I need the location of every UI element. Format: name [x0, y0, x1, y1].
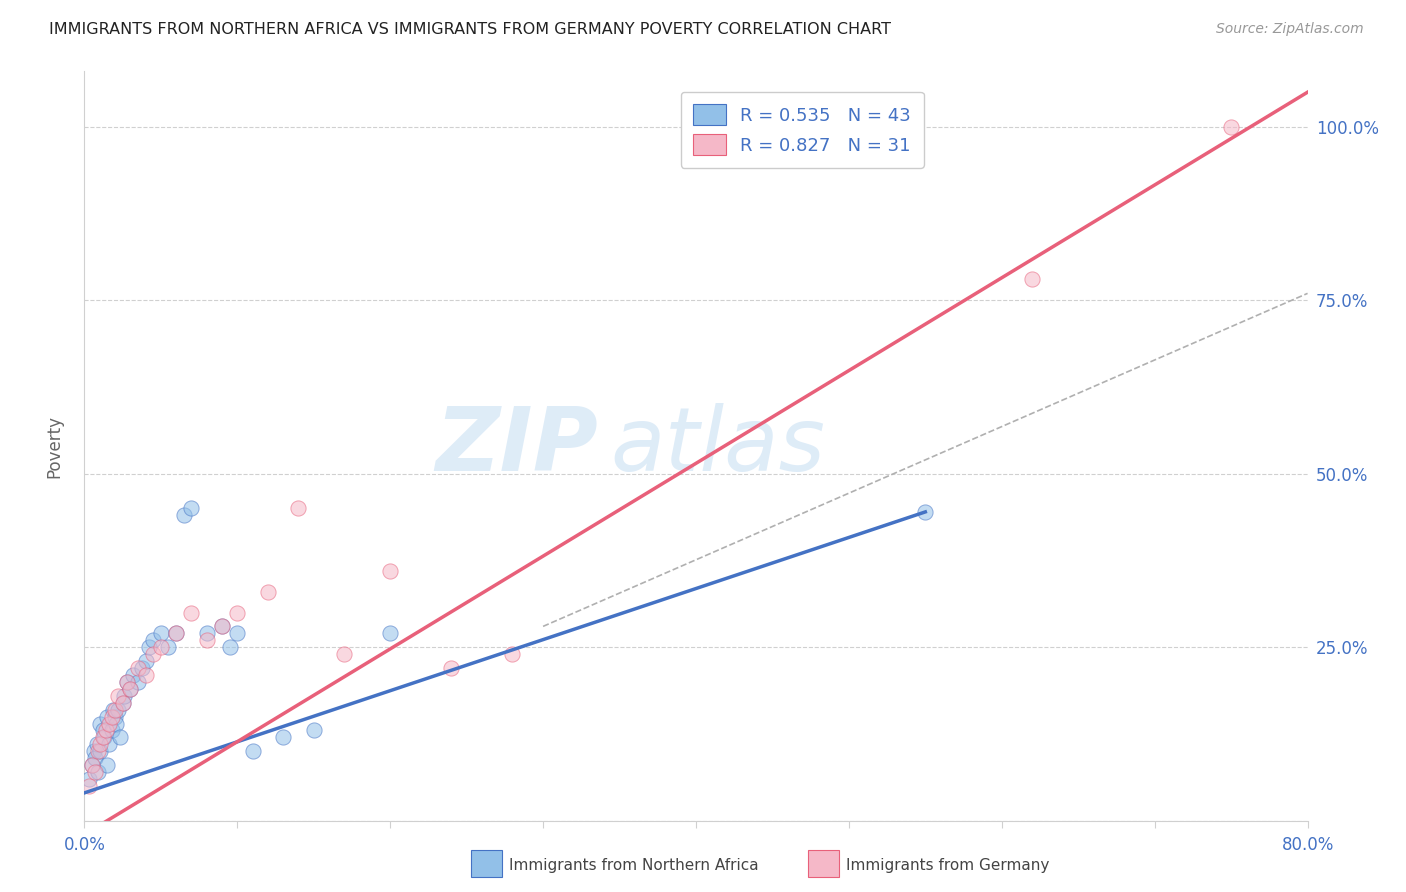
- Point: [87, 744, 110, 758]
- Point: [131, 661, 153, 675]
- Point: [87, 765, 110, 780]
- Point: [104, 709, 127, 723]
- Point: [149, 640, 172, 655]
- Point: [101, 723, 124, 738]
- Y-axis label: Poverty: Poverty: [45, 415, 63, 477]
- Point: [138, 640, 160, 655]
- Point: [86, 737, 108, 751]
- Point: [115, 674, 138, 689]
- Point: [97, 716, 120, 731]
- Point: [120, 681, 142, 696]
- Point: [1021, 272, 1043, 286]
- Point: [89, 744, 111, 758]
- Text: atlas: atlas: [610, 403, 825, 489]
- Point: [108, 731, 131, 745]
- Point: [115, 674, 138, 689]
- Point: [89, 716, 111, 731]
- Point: [135, 654, 157, 668]
- Point: [104, 703, 127, 717]
- Point: [107, 703, 129, 717]
- Point: [89, 737, 111, 751]
- Point: [127, 661, 149, 675]
- Point: [226, 606, 249, 620]
- Point: [80, 758, 103, 772]
- Point: [165, 626, 187, 640]
- Point: [142, 633, 165, 648]
- Point: [107, 689, 129, 703]
- Point: [211, 619, 233, 633]
- Point: [103, 703, 125, 717]
- Point: [120, 681, 142, 696]
- Point: [84, 765, 107, 780]
- Point: [218, 640, 240, 655]
- Point: [287, 501, 309, 516]
- Point: [333, 647, 356, 661]
- Text: ZIP: ZIP: [436, 402, 598, 490]
- Point: [111, 696, 134, 710]
- Point: [1220, 120, 1243, 134]
- Point: [135, 668, 157, 682]
- Point: [84, 751, 107, 765]
- Point: [96, 709, 118, 723]
- Legend: R = 0.535   N = 43, R = 0.827   N = 31: R = 0.535 N = 43, R = 0.827 N = 31: [681, 92, 924, 168]
- Point: [77, 779, 100, 793]
- Point: [914, 505, 936, 519]
- Point: [180, 501, 202, 516]
- Point: [105, 716, 128, 731]
- Point: [83, 744, 105, 758]
- Point: [271, 731, 294, 745]
- Point: [195, 626, 218, 640]
- Point: [80, 758, 103, 772]
- Text: Source: ZipAtlas.com: Source: ZipAtlas.com: [1216, 22, 1364, 37]
- Point: [111, 696, 134, 710]
- Point: [165, 626, 187, 640]
- Point: [112, 689, 135, 703]
- Point: [302, 723, 325, 738]
- Point: [93, 731, 115, 745]
- Point: [96, 758, 118, 772]
- Point: [101, 709, 124, 723]
- Point: [173, 508, 195, 523]
- Point: [242, 744, 264, 758]
- Point: [122, 668, 145, 682]
- Point: [380, 564, 402, 578]
- Point: [97, 737, 120, 751]
- Point: [142, 647, 165, 661]
- Text: IMMIGRANTS FROM NORTHERN AFRICA VS IMMIGRANTS FROM GERMANY POVERTY CORRELATION C: IMMIGRANTS FROM NORTHERN AFRICA VS IMMIG…: [49, 22, 891, 37]
- Point: [157, 640, 180, 655]
- Point: [195, 633, 218, 648]
- Point: [380, 626, 402, 640]
- Point: [149, 626, 172, 640]
- Text: Immigrants from Germany: Immigrants from Germany: [846, 858, 1050, 872]
- Point: [180, 606, 202, 620]
- Point: [91, 731, 114, 745]
- Point: [226, 626, 249, 640]
- Point: [440, 661, 463, 675]
- Point: [94, 723, 117, 738]
- Point: [257, 584, 280, 599]
- Point: [77, 772, 100, 786]
- Point: [127, 674, 149, 689]
- Point: [211, 619, 233, 633]
- Point: [502, 647, 524, 661]
- Point: [91, 723, 114, 738]
- Text: Immigrants from Northern Africa: Immigrants from Northern Africa: [509, 858, 759, 872]
